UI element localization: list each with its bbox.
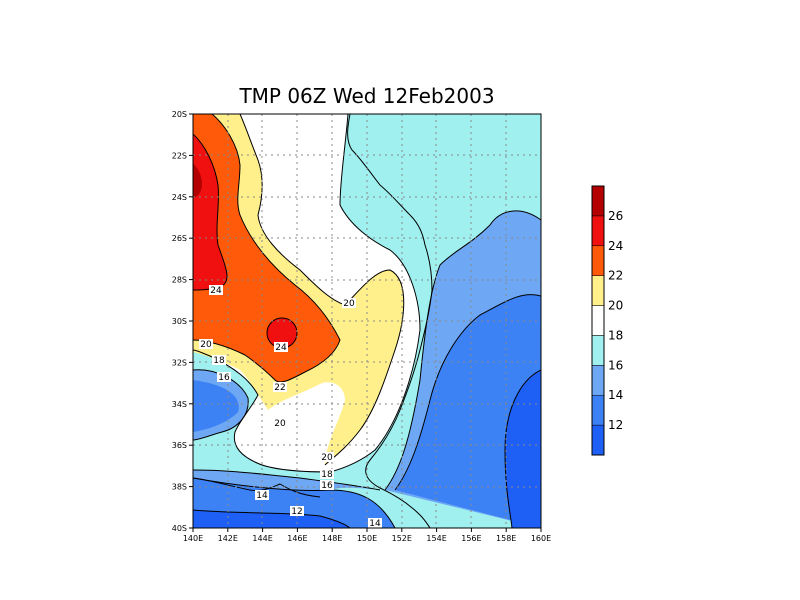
svg-text:14: 14 [256, 491, 268, 501]
svg-text:24: 24 [275, 343, 287, 353]
svg-text:12: 12 [291, 507, 302, 517]
contour-line-14-east [394, 294, 541, 491]
colorbar-label: 16 [608, 358, 623, 372]
contour-label: 16 [217, 372, 231, 383]
colorbar-swatch [591, 215, 605, 247]
temperature-field-24-26 [193, 134, 227, 290]
x-tick-label: 156E [461, 534, 481, 543]
temperature-field-24-26-spot [267, 318, 297, 348]
y-tick-label: 24S [172, 193, 187, 202]
x-axis: 140E 142E 144E 146E 148E 150E 152E 154E 156E 158E… [183, 528, 551, 543]
colorbar-swatch [591, 394, 605, 426]
y-tick-label: 28S [172, 276, 187, 285]
contour-label: 22 [273, 382, 287, 393]
x-tick-label: 140E [183, 534, 203, 543]
x-tick-label: 158E [496, 534, 516, 543]
contour-label: 20 [342, 298, 356, 309]
svg-text:20: 20 [343, 299, 355, 309]
map-grid [193, 114, 541, 528]
colorbar-frame [591, 185, 605, 456]
coastline [347, 114, 433, 528]
colorbar-swatch [591, 275, 605, 306]
y-tick-label: 32S [172, 358, 187, 367]
contour-label: 24 [274, 342, 288, 353]
colorbar-swatch [591, 305, 605, 336]
contour-line-14 [193, 477, 396, 528]
colorbar-swatch [591, 185, 605, 217]
svg-text:20: 20 [321, 453, 333, 463]
x-tick-label: 142E [218, 534, 238, 543]
colorbar-swatch [591, 335, 605, 366]
y-tick-label: 34S [172, 400, 187, 409]
y-tick-label: 38S [172, 483, 187, 492]
x-tick-label: 146E [287, 534, 307, 543]
map-title: TMP 06Z Wed 12Feb2003 [238, 84, 494, 108]
contour-line-16-east [384, 210, 541, 491]
colorbar-label: 18 [608, 328, 623, 342]
colorbar-label: 12 [608, 418, 623, 432]
x-tick-label: 160E [531, 534, 551, 543]
x-tick-label: 144E [252, 534, 272, 543]
x-tick-label: 148E [322, 534, 342, 543]
contour-line-22 [193, 114, 341, 383]
contour-line-18 [193, 114, 421, 473]
contour-line-16-south [193, 469, 381, 491]
temperature-field-west-16 [193, 369, 249, 440]
temperature-field-10-12 [505, 370, 541, 528]
y-tick-label: 26S [172, 234, 187, 243]
contour-line-12 [193, 509, 351, 528]
contour-label: 20 [199, 339, 213, 350]
x-tick-label: 154E [426, 534, 446, 543]
colorbar-label: 26 [608, 209, 623, 223]
contour-label: 20 [320, 452, 334, 463]
contour-label: 20 [273, 418, 287, 429]
y-tick-label: 40S [172, 524, 187, 533]
temperature-field-22-24 [193, 114, 340, 383]
svg-text:24: 24 [210, 286, 222, 296]
svg-text:20: 20 [200, 340, 212, 350]
svg-text:18: 18 [213, 356, 225, 366]
svg-text:18: 18 [321, 470, 333, 480]
svg-text:22: 22 [274, 383, 285, 393]
temperature-field-12-14 [395, 294, 541, 528]
colorbar-label: 22 [608, 269, 623, 283]
svg-text:16: 16 [218, 373, 230, 383]
map-panel [193, 114, 541, 528]
colorbar-swatch [591, 424, 605, 456]
colorbar-label: 14 [608, 388, 623, 402]
contour-labels: 24 24 20 20 18 16 22 20 20 18 16 14 12 1… [199, 285, 382, 529]
colorbar: 12 14 16 18 20 22 24 26 [591, 185, 623, 456]
colorbar-label: 20 [608, 299, 623, 313]
colorbar-swatch [591, 245, 605, 276]
contour-label: 18 [320, 469, 334, 480]
x-tick-label: 150E [357, 534, 377, 543]
y-tick-label: 30S [172, 317, 187, 326]
contour-label: 16 [320, 480, 334, 491]
svg-text:16: 16 [321, 481, 333, 491]
contour-label: 24 [209, 285, 223, 296]
contour-label: 14 [368, 518, 382, 529]
contour-label: 18 [212, 355, 226, 366]
coastline-south [193, 477, 321, 498]
svg-text:20: 20 [274, 419, 286, 429]
y-axis: 20S 22S 24S 26S 28S 30S 32S 34S 36S 38S 40S [172, 110, 193, 533]
colorbar-swatch [591, 365, 605, 396]
x-tick-label: 152E [392, 534, 412, 543]
temperature-field-26-28 [193, 163, 202, 198]
svg-text:14: 14 [369, 519, 381, 529]
contour-label: 14 [255, 490, 269, 501]
y-tick-label: 20S [172, 110, 187, 119]
contour-label: 12 [290, 506, 304, 517]
y-tick-label: 22S [172, 151, 187, 160]
y-tick-label: 36S [172, 441, 187, 450]
temperature-field-south-12 [193, 510, 350, 528]
contour-line-12-east [504, 369, 541, 528]
colorbar-label: 24 [608, 239, 623, 253]
